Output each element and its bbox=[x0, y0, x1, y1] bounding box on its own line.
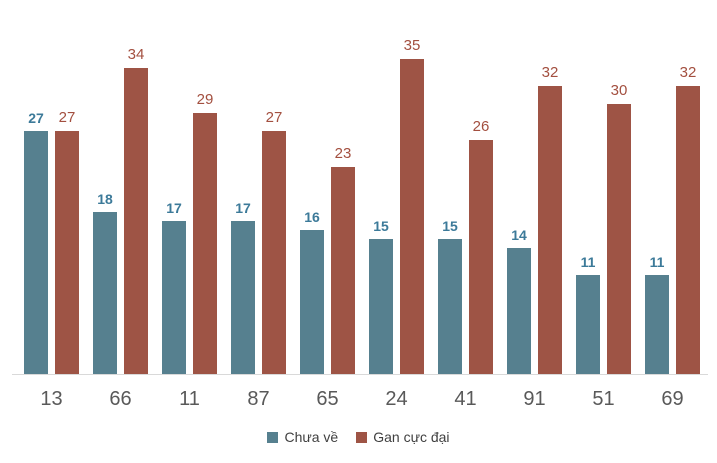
bar bbox=[124, 68, 148, 374]
legend-item-gan-cuc-dai: Gan cực đại bbox=[356, 429, 450, 445]
bar-value-label: 27 bbox=[28, 110, 44, 126]
bar-value-label: 27 bbox=[265, 109, 283, 126]
bar-value-label: 23 bbox=[334, 145, 352, 162]
x-tick-label: 24 bbox=[385, 388, 408, 410]
bar-value-label: 15 bbox=[373, 218, 389, 234]
bar-value-label: 32 bbox=[679, 64, 697, 81]
plot-area: 27 27 18 34 17 29 17 27 16 23 15 35 15 26 14 32 11 30 11 32 bbox=[24, 37, 700, 374]
x-axis-labels: 13 66 11 87 65 24 41 91 51 69 bbox=[0, 384, 717, 414]
bar-value-label: 17 bbox=[166, 200, 182, 216]
bar bbox=[231, 221, 255, 374]
bar-value-label: 26 bbox=[472, 118, 490, 135]
bar bbox=[438, 239, 462, 374]
x-tick-label: 87 bbox=[247, 388, 270, 410]
bar-value-label: 34 bbox=[127, 46, 145, 63]
bar bbox=[507, 248, 531, 374]
x-tick-label: 41 bbox=[454, 388, 477, 410]
bar bbox=[262, 131, 286, 374]
bar-value-label: 11 bbox=[580, 254, 596, 270]
bar bbox=[645, 275, 669, 374]
x-tick-label: 91 bbox=[523, 388, 546, 410]
bar bbox=[538, 86, 562, 374]
chart-legend: Chưa về Gan cực đại bbox=[0, 430, 717, 444]
bar-value-label: 15 bbox=[442, 218, 458, 234]
bar-value-label: 30 bbox=[610, 82, 628, 99]
bar bbox=[576, 275, 600, 374]
x-axis-line bbox=[12, 374, 708, 375]
bar-value-label: 35 bbox=[403, 37, 421, 54]
legend-swatch-red-icon bbox=[356, 431, 368, 443]
bar bbox=[162, 221, 186, 374]
bar-value-label: 16 bbox=[304, 209, 320, 225]
bar bbox=[193, 113, 217, 374]
legend-label-chua-ve: Chưa về bbox=[284, 429, 339, 445]
x-tick-label: 66 bbox=[109, 388, 132, 410]
x-tick-label: 11 bbox=[179, 388, 200, 410]
bar bbox=[607, 104, 631, 374]
bar bbox=[93, 212, 117, 374]
bar bbox=[24, 131, 48, 374]
x-tick-label: 51 bbox=[592, 388, 615, 410]
legend-label-gan-cuc-dai: Gan cực đại bbox=[373, 429, 450, 445]
bar-value-label: 11 bbox=[649, 254, 665, 270]
bar-value-label: 14 bbox=[511, 227, 527, 243]
bar bbox=[676, 86, 700, 374]
bar bbox=[331, 167, 355, 374]
bar-value-label: 18 bbox=[97, 191, 113, 207]
legend-item-chua-ve: Chưa về bbox=[267, 430, 338, 444]
bar-value-label: 32 bbox=[541, 64, 559, 81]
x-tick-label: 65 bbox=[316, 388, 339, 410]
bar bbox=[300, 230, 324, 374]
legend-swatch-teal-icon bbox=[267, 431, 279, 443]
bar bbox=[55, 131, 79, 374]
x-tick-label: 69 bbox=[661, 388, 684, 410]
bar bbox=[369, 239, 393, 374]
bar-value-label: 27 bbox=[58, 109, 76, 126]
bar bbox=[469, 140, 493, 374]
bar-value-label: 17 bbox=[235, 200, 251, 216]
bar-value-label: 29 bbox=[196, 91, 214, 108]
bar bbox=[400, 59, 424, 374]
x-tick-label: 13 bbox=[40, 388, 63, 410]
